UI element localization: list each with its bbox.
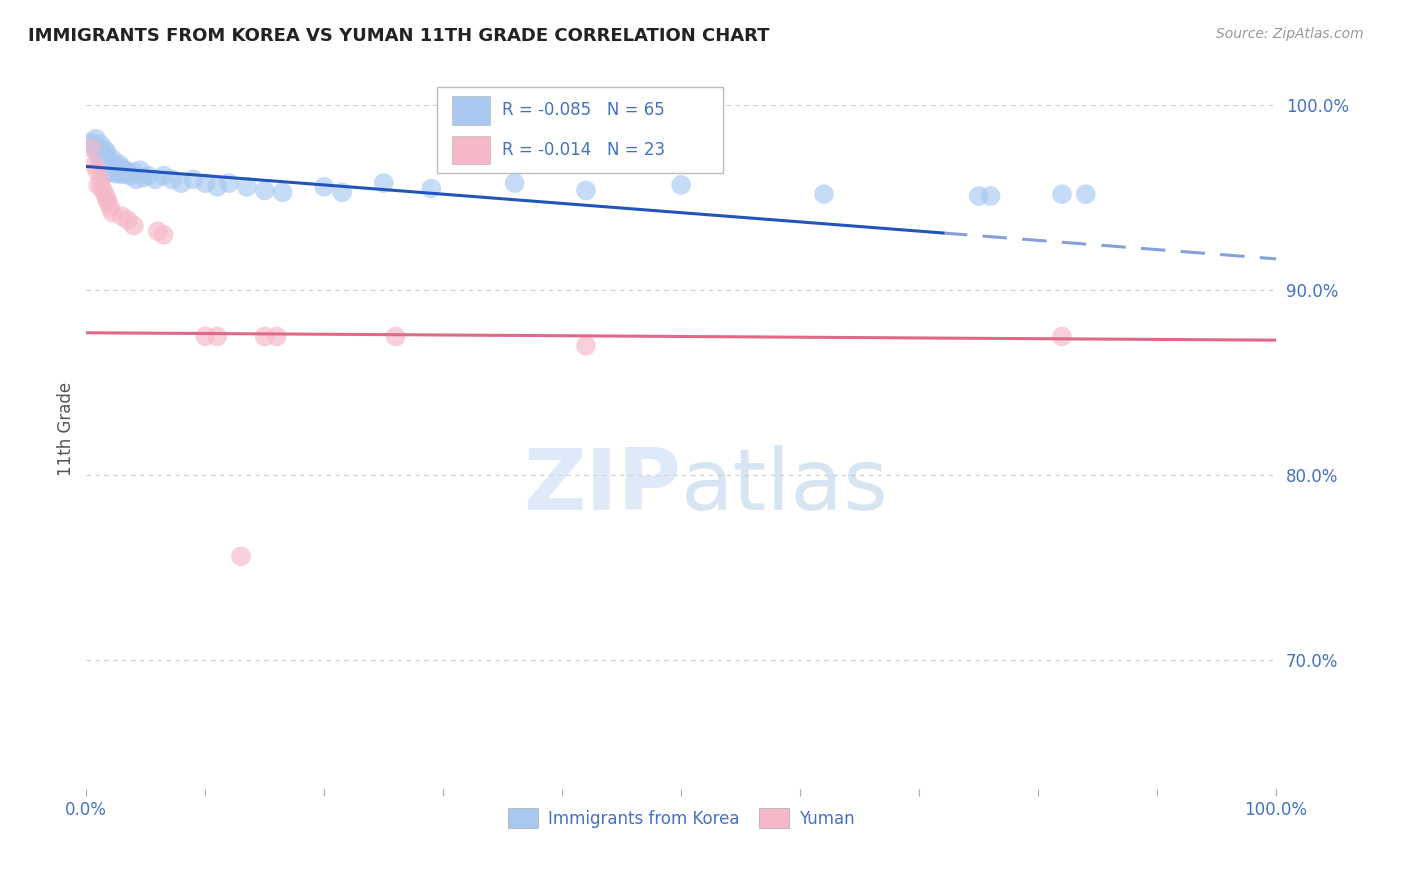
Point: [94, 148, 117, 162]
Point: [112, 167, 135, 181]
Point: [107, 165, 129, 179]
Point: [669, 178, 692, 192]
Point: [160, 172, 183, 186]
Point: [90, 137, 112, 152]
Point: [87, 178, 110, 192]
Point: [143, 172, 166, 186]
Point: [101, 152, 124, 166]
Point: [90, 181, 112, 195]
Point: [132, 170, 155, 185]
Point: [90, 146, 112, 161]
Point: [980, 189, 1002, 203]
Point: [420, 181, 443, 195]
Point: [80, 136, 103, 150]
Point: [1074, 187, 1097, 202]
Legend: Immigrants from Korea, Yuman: Immigrants from Korea, Yuman: [501, 801, 862, 835]
Point: [194, 329, 217, 343]
Point: [87, 141, 110, 155]
Point: [101, 205, 124, 219]
Y-axis label: 11th Grade: 11th Grade: [58, 382, 75, 476]
Point: [384, 329, 406, 343]
Point: [89, 150, 111, 164]
Point: [205, 179, 228, 194]
Point: [98, 155, 121, 169]
Point: [271, 186, 294, 200]
Point: [114, 163, 136, 178]
Point: [111, 210, 134, 224]
Point: [967, 189, 990, 203]
Point: [183, 172, 205, 186]
Point: [117, 167, 139, 181]
Point: [100, 160, 122, 174]
Point: [80, 141, 103, 155]
Point: [813, 187, 835, 202]
Point: [1050, 187, 1073, 202]
Point: [90, 172, 112, 186]
Point: [108, 158, 131, 172]
Point: [93, 143, 115, 157]
Point: [96, 167, 118, 181]
Point: [83, 158, 105, 172]
Point: [117, 213, 139, 227]
Point: [98, 200, 121, 214]
Point: [82, 139, 104, 153]
Point: [205, 329, 228, 343]
Point: [253, 329, 276, 343]
Point: [253, 184, 276, 198]
Point: [90, 158, 112, 172]
Point: [330, 186, 353, 200]
FancyBboxPatch shape: [451, 95, 489, 125]
Point: [110, 167, 132, 181]
Point: [97, 163, 120, 178]
Point: [122, 165, 145, 179]
Point: [86, 145, 108, 159]
Point: [122, 219, 145, 233]
Point: [314, 179, 336, 194]
FancyBboxPatch shape: [437, 87, 723, 173]
Text: ZIP: ZIP: [523, 445, 681, 528]
Text: IMMIGRANTS FROM KOREA VS YUMAN 11TH GRADE CORRELATION CHART: IMMIGRANTS FROM KOREA VS YUMAN 11TH GRAD…: [28, 27, 769, 45]
Point: [93, 155, 115, 169]
Text: R = -0.085   N = 65: R = -0.085 N = 65: [502, 101, 664, 120]
Point: [101, 165, 124, 179]
Point: [152, 169, 174, 183]
Point: [128, 163, 150, 178]
Point: [105, 160, 128, 174]
Point: [111, 161, 134, 176]
Point: [97, 194, 120, 209]
FancyBboxPatch shape: [451, 136, 489, 164]
Point: [105, 167, 128, 181]
Point: [146, 224, 169, 238]
Text: R = -0.014   N = 23: R = -0.014 N = 23: [502, 141, 665, 159]
Point: [170, 176, 193, 190]
Point: [91, 150, 114, 164]
Text: atlas: atlas: [681, 445, 889, 528]
Point: [1050, 329, 1073, 343]
Point: [575, 339, 598, 353]
Point: [218, 176, 240, 190]
Point: [229, 549, 252, 564]
Point: [97, 153, 120, 168]
Point: [94, 161, 117, 176]
Point: [503, 176, 526, 190]
Point: [93, 186, 115, 200]
Point: [575, 184, 598, 198]
Point: [266, 329, 288, 343]
Point: [103, 158, 125, 172]
Point: [98, 165, 121, 179]
Point: [86, 163, 108, 178]
Point: [194, 176, 217, 190]
Point: [120, 169, 142, 183]
Point: [136, 169, 159, 183]
Point: [125, 172, 148, 186]
Point: [96, 145, 118, 159]
Point: [96, 191, 118, 205]
Point: [97, 160, 120, 174]
Point: [104, 161, 127, 176]
Point: [236, 179, 259, 194]
Text: Source: ZipAtlas.com: Source: ZipAtlas.com: [1216, 27, 1364, 41]
Point: [84, 132, 107, 146]
Point: [373, 176, 395, 190]
Point: [152, 227, 174, 242]
